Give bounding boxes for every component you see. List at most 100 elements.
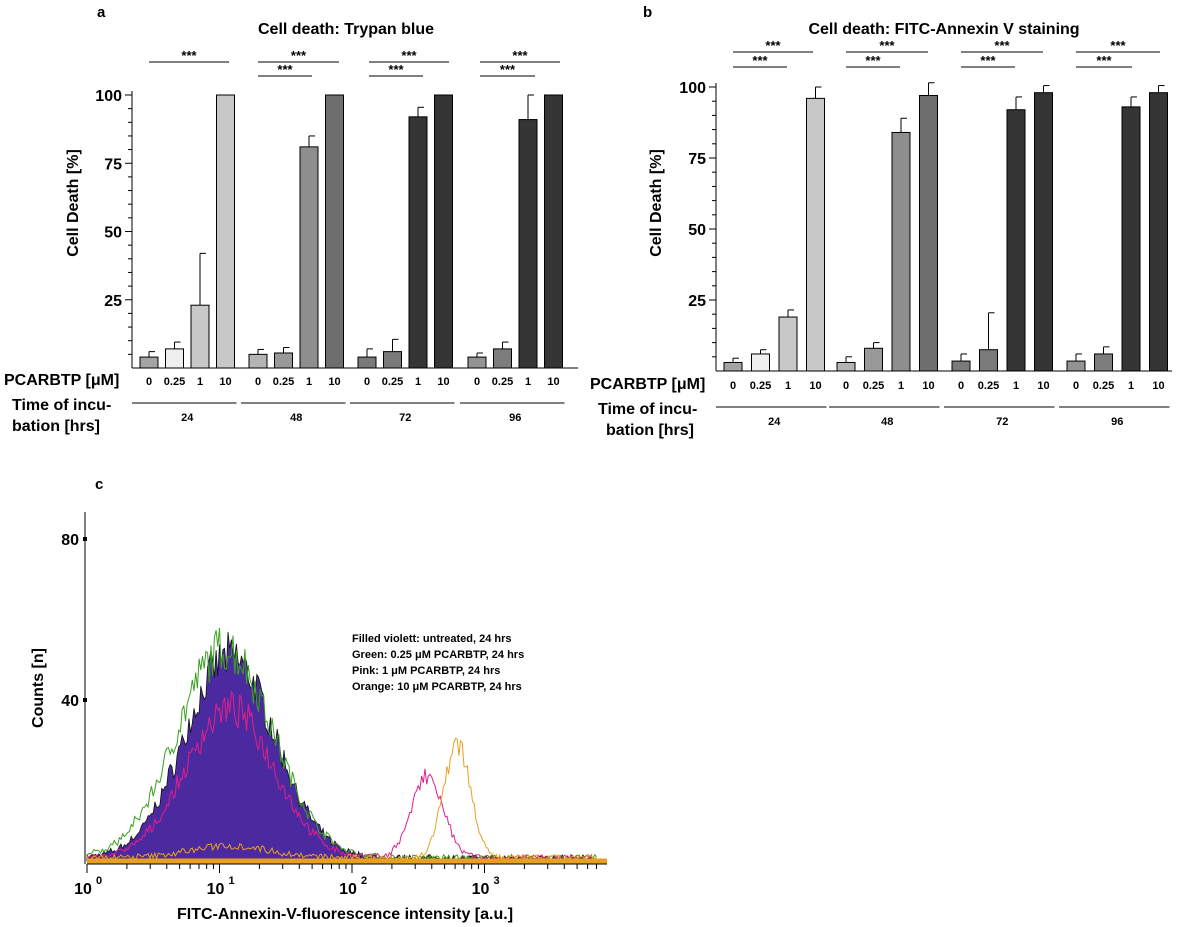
chart-a-title: Cell death: Trypan blue <box>258 21 434 38</box>
chart-a: Cell death: Trypan blue Cell Death [%] 2… <box>4 21 578 435</box>
concentration-label: 0.25 <box>978 380 999 392</box>
y-tick-label: 100 <box>679 80 706 97</box>
y-tick-label: 75 <box>688 151 706 168</box>
concentration-label: 0.25 <box>164 376 185 388</box>
bar <box>806 97 825 372</box>
y-tick-label: 40 <box>61 693 79 710</box>
bar <box>1006 109 1026 372</box>
histogram-line-3 <box>86 737 597 862</box>
bar <box>357 356 377 369</box>
concentration-label: 0.25 <box>750 380 771 392</box>
y-tick-label: 50 <box>688 222 706 239</box>
concentration-label: 0.25 <box>492 376 513 388</box>
bar <box>467 356 487 369</box>
x-tick-label: 10 <box>339 881 357 898</box>
concentration-label: 0.25 <box>273 376 294 388</box>
bar <box>408 116 428 369</box>
significance-stars: *** <box>752 53 768 68</box>
bar <box>1066 360 1086 372</box>
chart-c-axes: 40 80 10 0 10 1 10 2 10 3 <box>61 512 607 898</box>
time-label: 72 <box>399 412 411 424</box>
x-tick-exponent: 2 <box>361 875 367 887</box>
chart-c-xlabel: FITC-Annexin-V-fluorescence intensity [a… <box>177 906 513 923</box>
chart-b: Cell death: FITC-Annexin V staining Cell… <box>590 21 1172 439</box>
chart-b-time-row-label-line2: bation [hrs] <box>606 422 694 439</box>
concentration-label: 1 <box>898 380 904 392</box>
concentration-label: 1 <box>1128 380 1134 392</box>
panel-letter-a: a <box>97 4 106 21</box>
x-tick-exponent: 0 <box>96 875 102 887</box>
bar <box>165 348 184 369</box>
histogram-line-1 <box>86 628 597 863</box>
x-tick-label: 10 <box>472 881 490 898</box>
concentration-label: 0 <box>843 380 849 392</box>
significance-stars: *** <box>401 48 417 63</box>
chart-b-significance: ************************ <box>733 38 1160 68</box>
concentration-label: 0 <box>255 376 261 388</box>
significance-stars: *** <box>291 48 307 63</box>
concentration-label: 10 <box>328 376 340 388</box>
bar <box>1094 353 1113 372</box>
bar <box>216 94 235 369</box>
concentration-label: 1 <box>1013 380 1019 392</box>
chart-a-time-row-label-line2: bation [hrs] <box>12 418 100 435</box>
y-tick-label: 25 <box>688 293 706 310</box>
y-tick-label: 80 <box>61 532 79 549</box>
concentration-label: 1 <box>306 376 312 388</box>
significance-stars: *** <box>181 48 197 63</box>
time-label: 72 <box>996 416 1008 428</box>
concentration-label: 0 <box>730 380 736 392</box>
bar <box>434 94 453 369</box>
x-tick-exponent: 1 <box>229 875 235 887</box>
bar <box>190 304 210 369</box>
y-tick-label: 50 <box>104 225 122 242</box>
bar <box>979 349 998 372</box>
chart-c-ylabel: Counts [n] <box>30 648 47 728</box>
chart-c-legend: Filled violett: untreated, 24 hrs Green:… <box>352 633 524 693</box>
significance-stars: *** <box>765 38 781 53</box>
chart-c: Counts [n] FITC-Annexin-V-fluorescence i… <box>30 512 607 923</box>
significance-stars: *** <box>994 38 1010 53</box>
concentration-label: 0.25 <box>382 376 403 388</box>
y-tick-label: 100 <box>95 88 122 105</box>
bar <box>951 360 971 372</box>
concentration-label: 10 <box>922 380 934 392</box>
significance-stars: *** <box>865 53 881 68</box>
bar <box>919 95 938 372</box>
concentration-label: 10 <box>809 380 821 392</box>
significance-stars: *** <box>1096 53 1112 68</box>
bar <box>864 347 883 372</box>
y-tick-mark <box>83 698 87 702</box>
chart-c-legend-line-1: Filled violett: untreated, 24 hrs <box>352 633 512 645</box>
concentration-label: 0 <box>474 376 480 388</box>
chart-a-conc-row-label: PCARBTP [μM] <box>4 372 119 389</box>
significance-stars: *** <box>277 62 293 77</box>
chart-a-significance: *** ****************** <box>149 48 560 77</box>
concentration-label: 0 <box>146 376 152 388</box>
chart-c-legend-line-2: Green: 0.25 μM PCARBTP, 24 hrs <box>352 649 524 661</box>
chart-c-legend-line-3: Pink: 1 μM PCARBTP, 24 hrs <box>352 665 500 677</box>
significance-stars: *** <box>879 38 895 53</box>
x-tick-label: 10 <box>207 881 225 898</box>
bar <box>891 131 911 372</box>
bar <box>1149 92 1168 372</box>
histogram-filled-untreated <box>86 631 597 862</box>
chart-b-ylabel: Cell Death [%] <box>648 149 665 257</box>
chart-a-x-labels: 0 0.25 1 10 24 0 0.25 1 10 48 0 0.25 1 10 72 0 0.25 1 10 96 <box>132 376 565 424</box>
panel-letter-c: c <box>95 476 103 493</box>
chart-b-x-labels: 0 0.25 1 10 24 0 0.25 1 10 48 0 0.25 1 10 72 0 0.25 1 10 96 <box>716 380 1170 428</box>
concentration-label: 10 <box>219 376 231 388</box>
concentration-label: 10 <box>547 376 559 388</box>
significance-stars: *** <box>980 53 996 68</box>
significance-stars: *** <box>388 62 404 77</box>
panel-letter-b: b <box>643 4 652 21</box>
bar <box>493 348 512 369</box>
concentration-label: 10 <box>437 376 449 388</box>
bar <box>836 361 856 372</box>
time-label: 96 <box>509 412 521 424</box>
time-label: 48 <box>881 416 893 428</box>
bar <box>139 356 159 369</box>
x-tick-exponent: 3 <box>494 875 500 887</box>
bar <box>1121 106 1141 372</box>
